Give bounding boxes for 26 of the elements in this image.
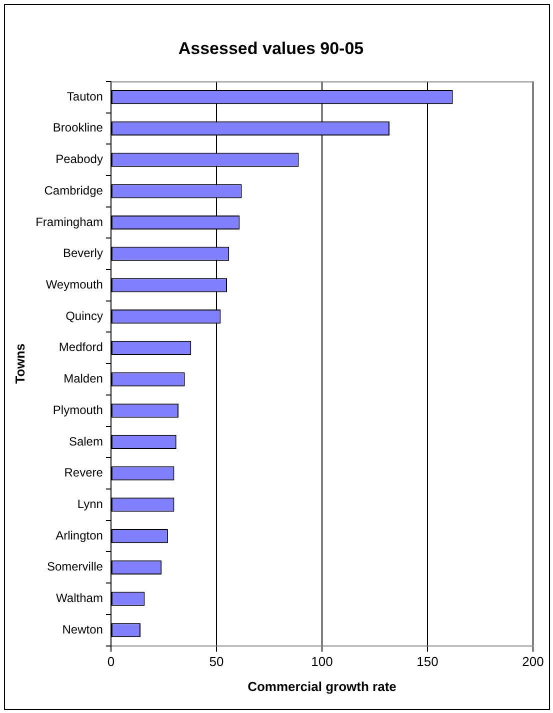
y-tick-label: Tauton <box>66 89 103 104</box>
y-tick-label: Plymouth <box>52 402 103 417</box>
x-tick-label: 200 <box>522 654 544 670</box>
y-tick-label: Quincy <box>66 308 103 323</box>
x-tick-label: 50 <box>209 654 224 670</box>
x-tick-label: 0 <box>107 654 115 670</box>
x-axis-title: Commercial growth rate <box>248 678 396 694</box>
chart-title: Assessed values 90-05 <box>178 38 364 58</box>
y-tick-label: Framingham <box>36 214 103 229</box>
y-tick-label: Medford <box>58 340 103 354</box>
y-tick-label: Somerville <box>46 560 104 574</box>
y-tick-label: Beverly <box>62 246 103 260</box>
x-tick-label: 100 <box>311 654 333 670</box>
y-axis-title: Towns <box>12 344 28 384</box>
y-tick-label: Newton <box>62 622 103 636</box>
y-tick-label: Brookline <box>52 120 104 135</box>
y-tick-label: Lynn <box>77 497 103 512</box>
x-tick-label: 150 <box>416 654 438 670</box>
y-tick-label: Waltham <box>56 591 103 606</box>
y-tick-label: Cambridge <box>44 183 104 198</box>
y-tick-label: Salem <box>68 434 103 448</box>
y-tick-label: Arlington <box>56 528 103 542</box>
y-tick-label: Weymouth <box>46 278 103 292</box>
y-tick-label: Peabody <box>56 152 103 166</box>
y-tick-label: Malden <box>64 372 103 386</box>
y-tick-label: Revere <box>64 466 104 480</box>
